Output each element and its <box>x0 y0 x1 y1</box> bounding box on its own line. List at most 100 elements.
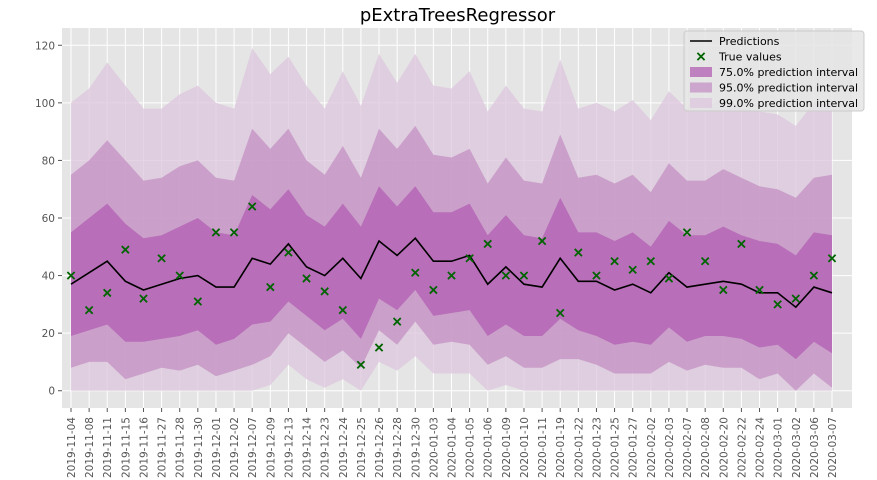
x-tick-label: 2020-01-10 <box>519 417 531 478</box>
true-value-point <box>320 287 329 296</box>
x-tick-label: 2019-12-01 <box>211 417 223 478</box>
x-tick-label: 2019-11-11 <box>102 417 114 478</box>
true-value-point <box>302 274 311 283</box>
x-tick-label: 2019-12-30 <box>410 417 422 478</box>
y-tick-label: 100 <box>35 98 55 110</box>
true-value-point <box>157 254 166 263</box>
x-tick-label: 2020-01-04 <box>447 417 459 478</box>
true-value-point <box>374 343 384 352</box>
true-value-point <box>628 265 637 275</box>
x-tick-label: 2019-11-30 <box>193 417 205 478</box>
x-tick-label: 2020-02-20 <box>718 417 730 478</box>
x-tick-label: 2020-03-07 <box>827 417 839 478</box>
true-value-point <box>429 285 438 295</box>
legend-label: 95.0% prediction interval <box>719 82 858 95</box>
x-tick-label: 2020-02-03 <box>664 417 676 478</box>
x-tick-label: 2019-12-13 <box>283 417 295 478</box>
prediction-lines <box>70 237 833 309</box>
x-tick-label: 2019-11-04 <box>66 417 78 478</box>
true-value-point <box>483 239 492 249</box>
true-value-point <box>266 282 275 292</box>
x-tick-label: 2020-01-06 <box>483 417 495 478</box>
prediction-interval-band <box>71 186 832 360</box>
x-tick-label: 2019-12-25 <box>356 417 368 478</box>
x-tick-label: 2019-12-07 <box>247 417 259 478</box>
y-tick-label: 80 <box>42 155 55 167</box>
true-value-point <box>827 254 837 263</box>
true-value-point <box>411 268 420 277</box>
x-tick-label: 2020-01-19 <box>555 417 567 478</box>
x-tick-label: 2019-11-16 <box>138 417 150 478</box>
x-tick-label: 2019-11-27 <box>157 417 169 478</box>
true-value-point <box>719 285 728 295</box>
legend-swatch-marker <box>696 52 706 61</box>
true-value-point <box>537 236 547 246</box>
true-value-point <box>574 248 583 257</box>
true-value-point <box>664 274 674 283</box>
true-value-point <box>773 300 782 309</box>
legend-label: True values <box>718 51 782 64</box>
legend-swatch-patch <box>690 67 712 77</box>
x-tick-label: 2020-03-06 <box>809 417 821 478</box>
true-value-point <box>465 254 474 263</box>
x-tick-label: 2020-01-09 <box>501 417 513 478</box>
chart-title: pExtraTreesRegressor <box>360 5 556 26</box>
x-tick-label: 2020-02-08 <box>700 417 712 478</box>
legend-swatch-patch <box>690 82 712 93</box>
true-value-point <box>175 271 184 280</box>
x-tick-label: 2020-02-07 <box>682 417 694 478</box>
y-tick-label: 40 <box>42 271 55 283</box>
legend-label: Predictions <box>719 35 780 48</box>
x-tick-label: 2020-03-01 <box>773 417 785 478</box>
y-tick-label: 60 <box>42 213 55 225</box>
x-tick-label: 2019-11-28 <box>175 417 187 478</box>
x-tick-label: 2019-12-26 <box>374 417 386 478</box>
true-value-point <box>555 308 565 318</box>
true-value-point <box>247 202 257 211</box>
y-tick-label: 0 <box>48 386 55 398</box>
y-axis-ticks: 0 20 40 60 80 100 120 <box>35 40 62 398</box>
true-value-point <box>139 294 148 303</box>
true-value-point <box>610 256 619 266</box>
x-tick-label: 2019-12-23 <box>320 417 332 478</box>
x-tick-label: 2019-12-24 <box>338 417 350 478</box>
legend: Predictions True values 75.0% prediction i… <box>683 30 865 112</box>
x-tick-label: 2019-11-08 <box>84 417 96 478</box>
legend-label: 75.0% prediction interval <box>719 66 858 79</box>
true-value-point <box>103 288 112 298</box>
x-tick-label: 2020-01-22 <box>573 417 585 478</box>
true-value-point <box>66 271 76 280</box>
true-value-point <box>229 228 239 237</box>
predictions-line <box>70 237 833 309</box>
x-tick-label: 2020-01-27 <box>628 417 640 478</box>
x-tick-label: 2019-12-28 <box>392 417 404 478</box>
true-value-point <box>755 285 764 295</box>
true-value-point <box>121 245 130 254</box>
true-value-point <box>193 297 203 306</box>
true-value-point <box>737 239 746 249</box>
legend-box <box>683 30 865 112</box>
true-value-point <box>356 360 366 370</box>
x-tick-label: 2020-02-22 <box>736 417 748 478</box>
true-value-point <box>338 305 348 315</box>
x-tick-label: 2019-12-02 <box>229 417 241 478</box>
true-value-point <box>501 271 511 280</box>
prediction-bands <box>71 48 832 391</box>
true-value-point <box>592 271 601 280</box>
true-value-point <box>809 271 819 280</box>
y-tick-label: 20 <box>42 328 55 340</box>
x-tick-label: 2020-01-23 <box>591 417 603 478</box>
true-value-point <box>519 271 529 280</box>
x-tick-label: 2020-01-03 <box>428 417 440 478</box>
legend-swatch-patch <box>690 98 712 108</box>
true-value-point <box>447 271 456 280</box>
x-tick-label: 2020-02-02 <box>646 417 658 478</box>
legend-label: 99.0% prediction interval <box>719 97 858 110</box>
true-value-points <box>66 202 837 370</box>
x-tick-label: 2020-03-02 <box>791 417 803 478</box>
x-tick-label: 2020-02-24 <box>755 417 767 478</box>
true-value-point <box>700 256 710 266</box>
x-tick-label: 2020-01-05 <box>465 417 477 478</box>
true-value-point <box>646 256 656 266</box>
